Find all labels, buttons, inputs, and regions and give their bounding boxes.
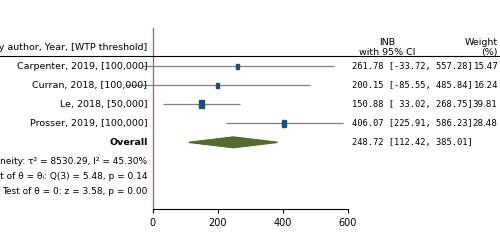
Text: 200.15 [-85.55, 485.84]: 200.15 [-85.55, 485.84] (352, 81, 472, 90)
Text: (%): (%) (481, 48, 498, 57)
Text: 16.24: 16.24 (473, 81, 498, 90)
Text: Heterogeneity: τ² = 8530.29, I² = 45.30%: Heterogeneity: τ² = 8530.29, I² = 45.30% (0, 157, 148, 166)
Text: 406.07 [225.91, 586.23]: 406.07 [225.91, 586.23] (352, 119, 472, 128)
Polygon shape (189, 137, 278, 148)
Text: 39.81: 39.81 (472, 100, 498, 109)
Text: Test of θ = 0: z = 3.58, p = 0.00: Test of θ = 0: z = 3.58, p = 0.00 (2, 187, 148, 196)
Text: Curran, 2018, [100,000]: Curran, 2018, [100,000] (32, 81, 148, 90)
Text: Prosser, 2019, [100,000]: Prosser, 2019, [100,000] (30, 119, 148, 128)
Text: Carpenter, 2019, [100,000]: Carpenter, 2019, [100,000] (17, 62, 148, 71)
Text: 28.48: 28.48 (472, 119, 498, 128)
Text: Weight: Weight (464, 38, 498, 47)
Text: with 95% CI: with 95% CI (359, 48, 416, 57)
Text: 248.72 [112.42, 385.01]: 248.72 [112.42, 385.01] (352, 138, 472, 147)
Bar (216, 83, 219, 88)
Text: Test of θ = θᵢ: Q(3) = 5.48, p = 0.14: Test of θ = θᵢ: Q(3) = 5.48, p = 0.14 (0, 172, 148, 181)
Bar (236, 64, 239, 69)
Bar (199, 100, 204, 108)
Text: Study author, Year, [WTP threshold]: Study author, Year, [WTP threshold] (0, 43, 148, 52)
Text: Overall: Overall (109, 138, 148, 147)
Text: 150.88 [ 33.02, 268.75]: 150.88 [ 33.02, 268.75] (352, 100, 472, 109)
Text: INB: INB (380, 38, 396, 47)
Text: Le, 2018, [50,000]: Le, 2018, [50,000] (60, 100, 148, 109)
Bar (282, 120, 286, 127)
Text: 261.78 [-33.72, 557.28]: 261.78 [-33.72, 557.28] (352, 62, 472, 71)
Text: 15.47: 15.47 (472, 62, 498, 71)
